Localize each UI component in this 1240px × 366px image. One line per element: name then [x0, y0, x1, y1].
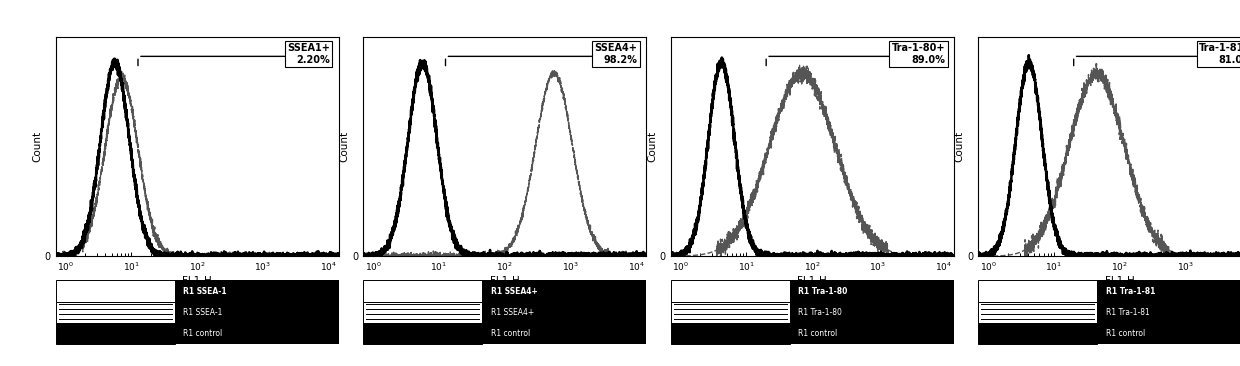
Bar [978, 280, 1097, 302]
Bar [671, 280, 790, 302]
Text: R1 SSEA-1: R1 SSEA-1 [184, 308, 222, 317]
Bar [978, 323, 1097, 344]
Text: R1 Tra-1-81: R1 Tra-1-81 [1106, 287, 1154, 296]
Bar [363, 323, 482, 344]
Text: SSEA1+
2.20%: SSEA1+ 2.20% [288, 43, 330, 65]
X-axis label: FL1-H: FL1-H [797, 276, 827, 286]
X-axis label: FL1-H: FL1-H [490, 276, 520, 286]
Y-axis label: Count: Count [647, 131, 657, 162]
Bar [1097, 280, 1240, 344]
Y-axis label: Count: Count [32, 131, 42, 162]
Text: R1 control: R1 control [184, 329, 222, 338]
Text: R1 Tra-1-81: R1 Tra-1-81 [1106, 308, 1149, 317]
Text: R1 SSEA4+: R1 SSEA4+ [491, 287, 537, 296]
Text: R1 control: R1 control [491, 329, 529, 338]
Bar [56, 280, 175, 302]
X-axis label: FL1-H: FL1-H [1105, 276, 1135, 286]
Text: R1 SSEA-1: R1 SSEA-1 [184, 287, 227, 296]
Bar [56, 323, 175, 344]
Bar [482, 280, 646, 344]
Text: Tra-1-81+
81.0%: Tra-1-81+ 81.0% [1199, 43, 1240, 65]
Text: R1 SSEA4+: R1 SSEA4+ [491, 308, 533, 317]
X-axis label: FL1-H: FL1-H [182, 276, 212, 286]
Text: R1 Tra-1-80: R1 Tra-1-80 [799, 308, 842, 317]
Text: R1 control: R1 control [1106, 329, 1145, 338]
Bar [56, 302, 175, 323]
Bar [363, 280, 482, 302]
Text: Tra-1-80+
89.0%: Tra-1-80+ 89.0% [892, 43, 945, 65]
Text: R1 control: R1 control [799, 329, 837, 338]
Bar [671, 302, 790, 323]
Text: R1 Tra-1-80: R1 Tra-1-80 [799, 287, 847, 296]
Y-axis label: Count: Count [340, 131, 350, 162]
Y-axis label: Count: Count [955, 131, 965, 162]
Bar [978, 302, 1097, 323]
Bar [175, 280, 339, 344]
Bar [790, 280, 954, 344]
Bar [671, 323, 790, 344]
Text: SSEA4+
98.2%: SSEA4+ 98.2% [595, 43, 637, 65]
Bar [363, 302, 482, 323]
